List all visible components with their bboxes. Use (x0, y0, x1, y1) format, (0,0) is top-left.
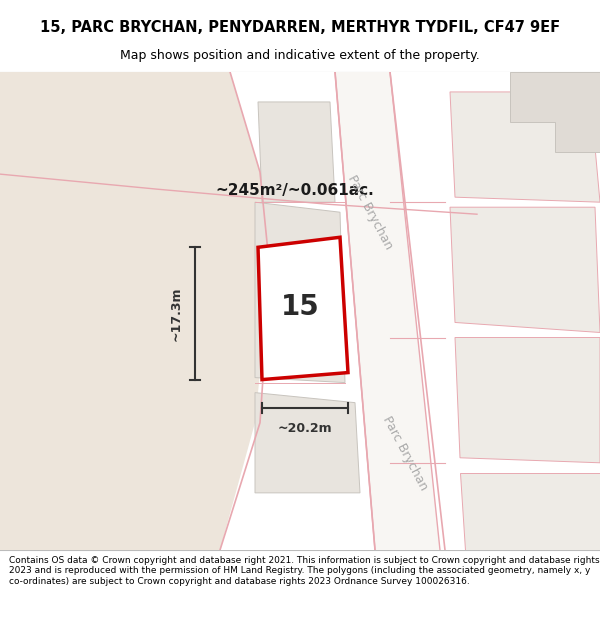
Polygon shape (255, 202, 345, 382)
Polygon shape (258, 102, 335, 202)
Text: Map shows position and indicative extent of the property.: Map shows position and indicative extent… (120, 49, 480, 62)
Text: Contains OS data © Crown copyright and database right 2021. This information is : Contains OS data © Crown copyright and d… (9, 556, 599, 586)
Polygon shape (460, 473, 600, 550)
Polygon shape (455, 338, 600, 462)
Text: Parc Brychan: Parc Brychan (345, 173, 395, 252)
Polygon shape (255, 392, 360, 493)
Text: ~17.3m: ~17.3m (170, 286, 183, 341)
Text: ~245m²/~0.061ac.: ~245m²/~0.061ac. (215, 182, 374, 198)
Polygon shape (335, 72, 440, 550)
Text: ~20.2m: ~20.2m (278, 422, 332, 435)
Text: 15, PARC BRYCHAN, PENYDARREN, MERTHYR TYDFIL, CF47 9EF: 15, PARC BRYCHAN, PENYDARREN, MERTHYR TY… (40, 20, 560, 35)
Polygon shape (450, 208, 600, 332)
Polygon shape (510, 72, 600, 152)
Text: 15: 15 (281, 293, 319, 321)
Polygon shape (0, 72, 270, 550)
Text: Parc Brychan: Parc Brychan (380, 413, 430, 492)
Polygon shape (258, 238, 348, 379)
Polygon shape (450, 92, 600, 202)
